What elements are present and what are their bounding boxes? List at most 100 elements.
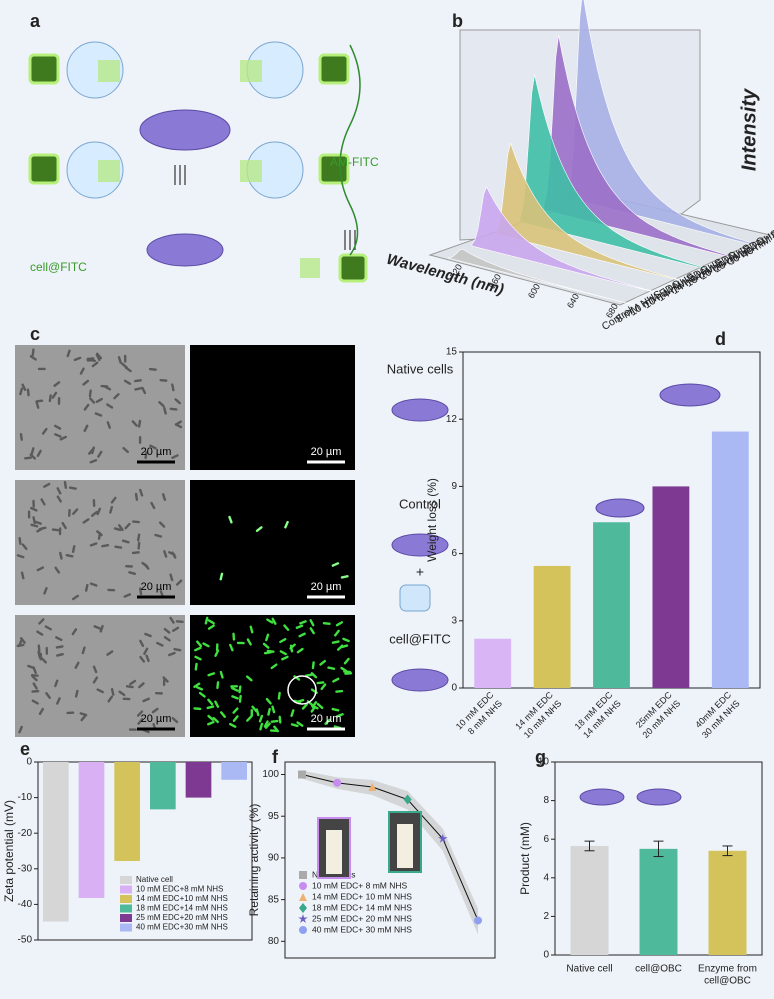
cell-shape (56, 653, 64, 657)
cell-shape (229, 643, 234, 652)
cell-shape (53, 381, 61, 387)
cell-shape (30, 523, 39, 528)
y-tick-label: 9 (451, 481, 457, 492)
cell-shape (51, 528, 60, 532)
scale-bar-label: 20 µm (311, 713, 342, 725)
cell-shape (107, 588, 116, 592)
cell-shape (18, 537, 22, 546)
scale-bar-label: 20 µm (141, 581, 172, 593)
scale-bar-label: 20 µm (311, 581, 342, 593)
cell-shape (169, 573, 174, 582)
cell-shape (31, 699, 39, 705)
y-tick-label: -50 (18, 935, 33, 946)
micrograph: 20 µm (15, 615, 185, 737)
bar (639, 848, 678, 955)
cell-shape (174, 423, 183, 429)
y-tick-label: 0 (543, 950, 549, 961)
cell-shape (136, 710, 144, 717)
cell-shape (55, 636, 63, 642)
cell-shape (36, 566, 45, 572)
cell-shape (175, 579, 183, 586)
cell-shape (171, 717, 179, 724)
cell-shape (316, 681, 325, 685)
cell-shape (88, 448, 95, 455)
cell-shape (113, 527, 122, 532)
cell-shape (322, 622, 331, 625)
legend-label: 10 mM EDC+ 8 mM NHS (312, 880, 407, 890)
micrograph-bg (190, 345, 355, 470)
cell-shape (66, 711, 75, 715)
cell-shape (163, 627, 171, 634)
y-tick-label: 8 (543, 795, 549, 806)
cell-shape (92, 676, 99, 684)
scale-bar-label: 20 µm (141, 446, 172, 458)
cell-shape (219, 670, 224, 679)
cell-shape (319, 659, 327, 666)
cell-shape (334, 629, 340, 637)
cell-shape (134, 387, 143, 391)
cell-shape (56, 487, 62, 495)
bar (570, 845, 609, 955)
cell-shape (54, 566, 61, 574)
cell-shape (324, 718, 331, 725)
spectrum (495, 142, 687, 283)
cell-shape (99, 624, 104, 633)
cell-shape (18, 725, 23, 734)
micrograph: 20 µm (15, 480, 185, 605)
micrograph-bg (15, 615, 185, 737)
cell-shape (219, 572, 224, 581)
cell-shape (19, 387, 24, 396)
cell-shape (59, 435, 67, 441)
cell-shape (89, 459, 98, 464)
cell-icon (391, 398, 449, 422)
y-tick-label: 95 (268, 811, 280, 822)
bar (221, 762, 248, 780)
cell-shape (123, 593, 132, 598)
cell-shape (212, 716, 219, 724)
cell-shape (207, 624, 215, 630)
cell-shape (82, 518, 90, 524)
cell-shape (138, 587, 143, 596)
cell-shape (27, 510, 31, 519)
legend-label: Native cell (136, 875, 173, 884)
cell-shape (193, 707, 202, 711)
cell-shape (231, 695, 239, 700)
marker (403, 794, 412, 805)
legend-label: 10 mM EDC+8 mM NHS (136, 885, 223, 894)
cell-shape (249, 625, 254, 634)
x-tick-label: Native cell (566, 964, 612, 975)
micrograph-bg (15, 345, 185, 470)
cell-shape (236, 641, 245, 645)
cell-shape (114, 545, 123, 549)
cell-shape (137, 541, 141, 550)
cell-shape (40, 498, 46, 506)
cell-shape (141, 386, 147, 395)
cell-shape (74, 689, 79, 698)
cell-shape (43, 482, 51, 488)
cell-shape (117, 356, 122, 364)
y-tick-label: 12 (446, 414, 458, 425)
cell-shape (123, 354, 127, 363)
cell-shape (94, 412, 103, 417)
panel-a-drawing (28, 41, 368, 283)
cell-shape (262, 642, 270, 649)
y-tick-label: 85 (268, 894, 280, 905)
cell-shape (163, 550, 168, 558)
row-label: cell@FITC (389, 631, 451, 646)
y-tick-label: -10 (18, 792, 33, 803)
cell-shape (68, 486, 77, 490)
panel-letter: a (30, 11, 41, 31)
cell-shape (293, 699, 302, 704)
cell-shape (53, 424, 62, 430)
y-tick-label: 90 (268, 853, 280, 864)
cell-shape (263, 720, 269, 728)
cell-shape (131, 420, 138, 427)
cell-shape (279, 650, 287, 656)
cell-shape (193, 682, 201, 689)
cell-shape (84, 583, 89, 592)
bar (652, 486, 690, 688)
cell-shape (91, 361, 99, 368)
micrograph-bg (190, 615, 355, 737)
y-tick-label: 15 (446, 347, 458, 358)
cell-shape (138, 435, 142, 444)
